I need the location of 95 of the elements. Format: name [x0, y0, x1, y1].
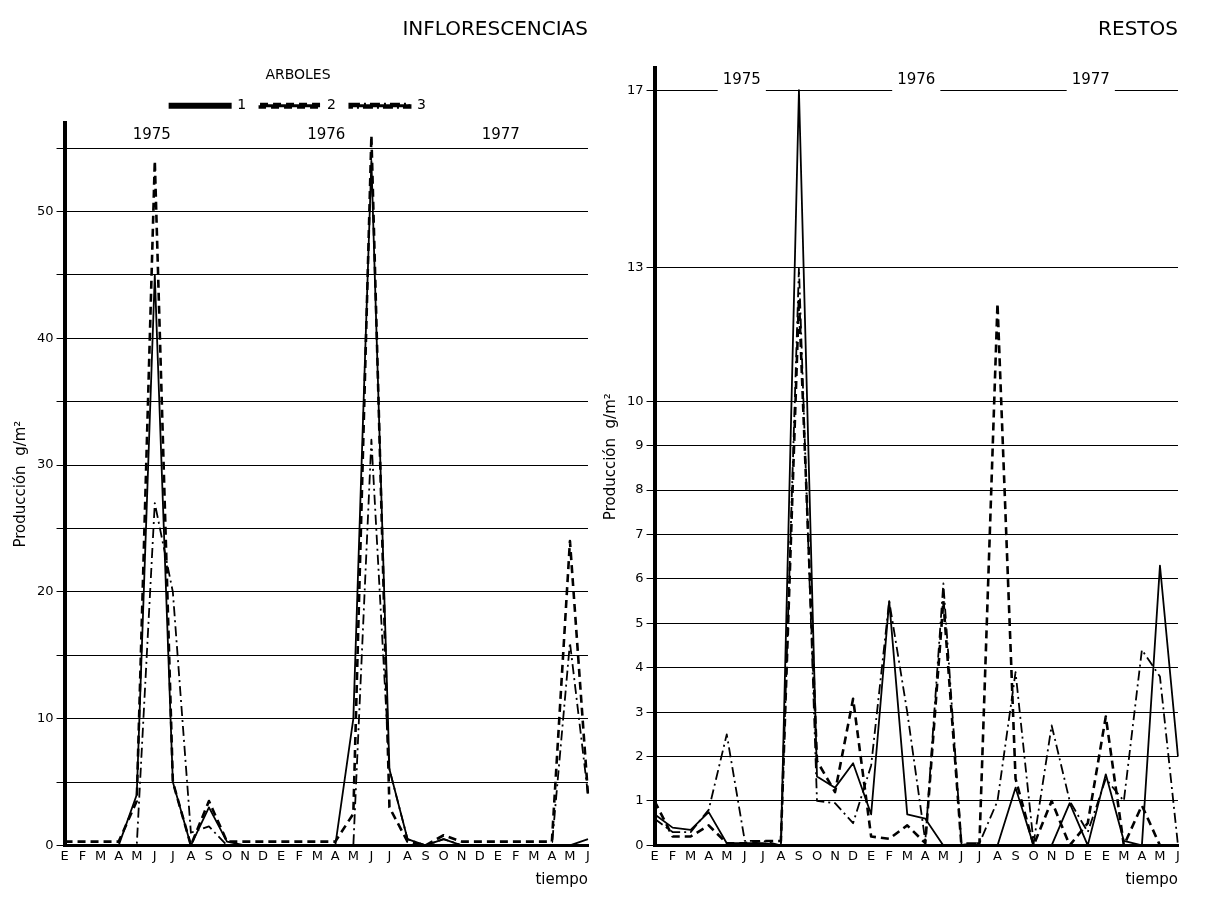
legend-label: 3: [416, 96, 426, 113]
x-tick-label: M: [131, 847, 143, 863]
y-axis-title: Producción g/m²: [600, 393, 619, 521]
x-tick-label: N: [830, 847, 840, 863]
y-axis-title: Producción g/m²: [10, 420, 29, 548]
x-tick-label: E: [1101, 847, 1110, 863]
x-tick-label: F: [295, 847, 303, 863]
x-tick-label: O: [438, 847, 449, 863]
x-tick-label: N: [456, 847, 467, 863]
x-tick-label: N: [1046, 847, 1057, 863]
y-tick-label: 2: [635, 747, 644, 763]
x-tick-label: O: [811, 847, 823, 863]
x-tick-label: D: [258, 847, 269, 863]
x-tick-label: A: [186, 847, 196, 863]
x-tick-label: E: [493, 847, 502, 863]
x-tick-label: D: [1064, 847, 1075, 863]
x-tick-label: F: [668, 847, 677, 863]
x-tick-label: D: [848, 847, 859, 863]
x-tick-label: M: [1154, 847, 1166, 863]
x-tick-label: E: [60, 847, 69, 863]
x-tick-label: A: [403, 847, 413, 863]
annotation: 1977: [1071, 70, 1110, 89]
y-tick-label: 40: [37, 329, 54, 345]
x-tick-label: M: [347, 847, 359, 863]
x-tick-label: J: [741, 847, 747, 863]
x-tick-label: J: [169, 847, 175, 863]
x-tick-label: M: [721, 847, 733, 863]
legend-title: ARBOLES: [265, 65, 331, 82]
x-tick-label: M: [95, 847, 107, 863]
x-tick-label: S: [204, 847, 214, 863]
x-tick-label: A: [920, 847, 930, 863]
x-tick-label: M: [311, 847, 323, 863]
y-tick-label: 20: [37, 583, 54, 599]
x-tick-label: M: [937, 847, 949, 863]
x-tick-label: O: [1028, 847, 1039, 863]
x-tick-label: J: [976, 847, 982, 863]
x-tick-label: E: [277, 847, 286, 863]
y-tick-label: 7: [635, 525, 644, 541]
x-tick-label: J: [585, 847, 590, 863]
x-tick-label: E: [650, 847, 659, 863]
x-tick-label: F: [512, 847, 520, 863]
x-tick-label: A: [1137, 847, 1147, 863]
annotation: 1975: [132, 125, 171, 144]
annotation: 1977: [481, 125, 520, 144]
x-tick-label: S: [421, 847, 430, 863]
x-tick-label: J: [151, 847, 157, 863]
x-tick-label: F: [78, 847, 87, 863]
x-tick-label: A: [704, 847, 714, 863]
x-tick-label: J: [1175, 847, 1180, 863]
y-tick-label: 9: [635, 436, 644, 452]
x-tick-label: A: [330, 847, 340, 863]
x-tick-label: A: [114, 847, 124, 863]
y-tick-label: 5: [635, 614, 644, 630]
x-tick-label: F: [885, 847, 893, 863]
x-tick-label: J: [958, 847, 964, 863]
y-tick-label: 30: [37, 456, 54, 472]
y-tick-label: 13: [627, 259, 644, 275]
y-tick-label: 0: [635, 836, 644, 852]
x-axis-title: tiempo: [1125, 869, 1178, 888]
x-tick-label: M: [564, 847, 576, 863]
x-tick-label: M: [1118, 847, 1130, 863]
x-tick-label: J: [759, 847, 765, 863]
y-tick-label: 8: [635, 481, 644, 497]
y-tick-label: 17: [627, 81, 644, 97]
x-tick-label: A: [776, 847, 786, 863]
x-tick-label: E: [1083, 847, 1092, 863]
annotation: 1976: [307, 125, 346, 144]
x-tick-label: E: [867, 847, 876, 863]
x-tick-label: S: [1011, 847, 1020, 863]
legend-label: 2: [327, 96, 336, 113]
y-tick-label: 4: [635, 659, 644, 675]
x-tick-label: M: [528, 847, 540, 863]
y-tick-label: 50: [37, 202, 54, 218]
x-tick-label: J: [368, 847, 374, 863]
x-tick-label: M: [685, 847, 697, 863]
x-tick-label: O: [221, 847, 233, 863]
x-axis-title: tiempo: [535, 869, 588, 888]
x-tick-label: M: [901, 847, 913, 863]
chart-title: RESTOS: [1098, 16, 1178, 41]
annotation: 1976: [897, 70, 936, 89]
y-tick-label: 10: [37, 710, 54, 725]
y-tick-label: 10: [627, 392, 644, 408]
y-tick-label: 6: [635, 570, 644, 586]
legend-label: 1: [237, 96, 247, 113]
x-tick-label: D: [474, 847, 485, 863]
x-tick-label: S: [794, 847, 804, 863]
x-tick-label: J: [386, 847, 392, 863]
chart-title: INFLORESCENCIAS: [402, 16, 588, 41]
x-tick-label: N: [240, 847, 250, 863]
y-tick-label: 3: [635, 703, 644, 719]
annotation: 1975: [722, 70, 761, 89]
x-tick-label: A: [547, 847, 557, 863]
y-tick-label: 0: [45, 836, 54, 852]
x-tick-label: A: [993, 847, 1003, 863]
y-tick-label: 1: [635, 792, 644, 808]
